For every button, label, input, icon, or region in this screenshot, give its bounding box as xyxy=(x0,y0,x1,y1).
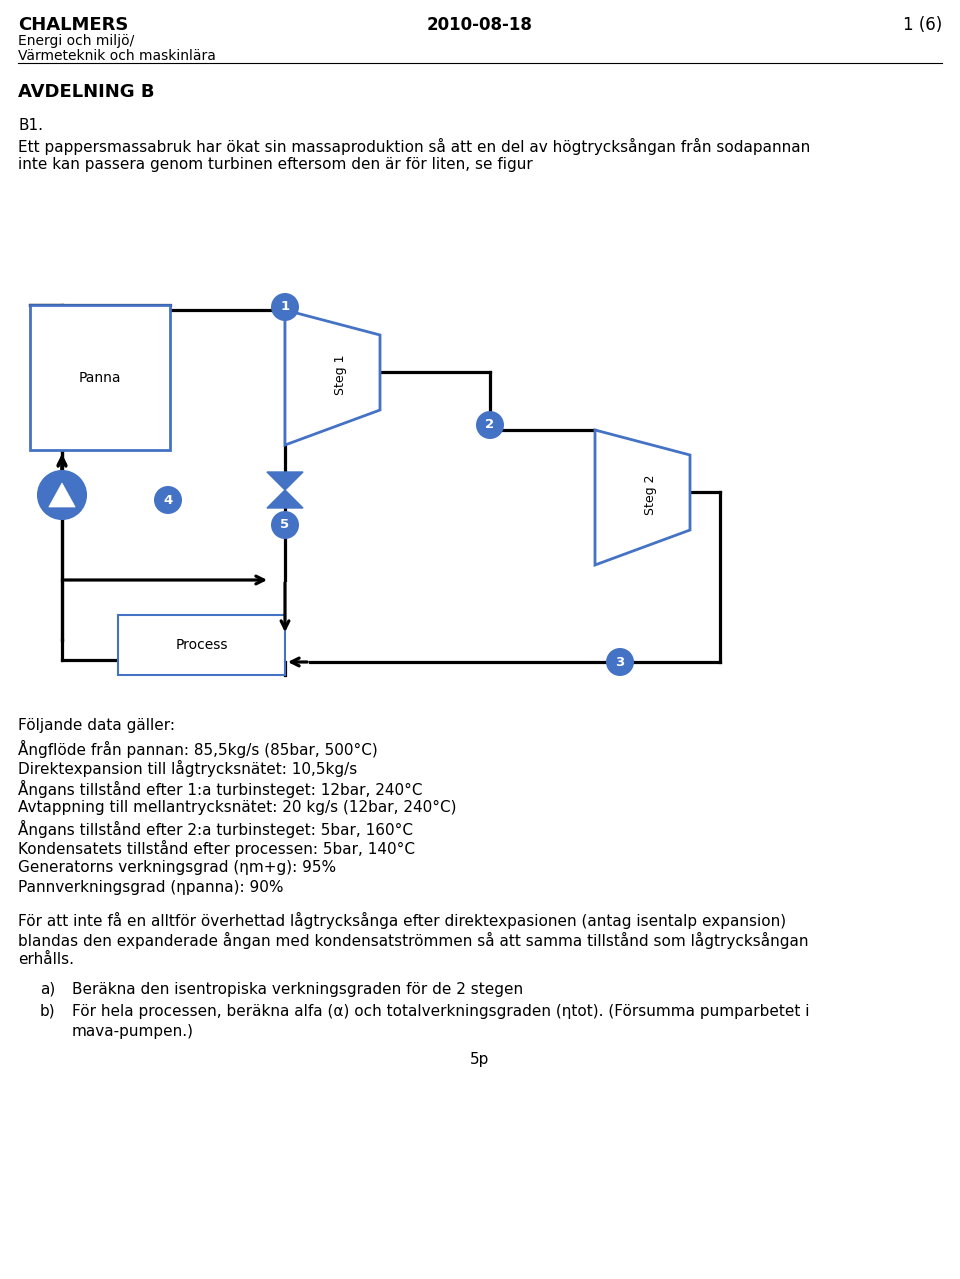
Text: 5: 5 xyxy=(280,518,290,532)
Ellipse shape xyxy=(606,648,634,677)
Text: För hela processen, beräkna alfa (α) och totalverkningsgraden (ηtot). (Försumma : För hela processen, beräkna alfa (α) och… xyxy=(72,1004,809,1019)
Text: Ett pappersmassabruk har ökat sin massaproduktion så att en del av högtrycksånga: Ett pappersmassabruk har ökat sin massap… xyxy=(18,138,810,155)
Polygon shape xyxy=(49,483,75,506)
Text: 3: 3 xyxy=(615,656,625,669)
Text: Följande data gäller:: Följande data gäller: xyxy=(18,718,175,733)
Text: Steg 2: Steg 2 xyxy=(644,475,657,515)
Text: mava-pumpen.): mava-pumpen.) xyxy=(72,1024,194,1039)
Text: AVDELNING B: AVDELNING B xyxy=(18,83,155,101)
Text: 5p: 5p xyxy=(470,1053,490,1067)
Text: Ångans tillstånd efter 2:a turbinsteget: 5bar, 160°C: Ångans tillstånd efter 2:a turbinsteget:… xyxy=(18,820,413,838)
Ellipse shape xyxy=(271,512,299,538)
Text: CHALMERS: CHALMERS xyxy=(18,17,129,35)
Text: 4: 4 xyxy=(163,494,173,506)
Text: Avtappning till mellantrycksnätet: 20 kg/s (12bar, 240°C): Avtappning till mellantrycksnätet: 20 kg… xyxy=(18,799,457,815)
Text: För att inte få en alltför överhettad lågtrycksånga efter direktexpasionen (anta: För att inte få en alltför överhettad lå… xyxy=(18,912,786,929)
Ellipse shape xyxy=(476,411,504,439)
Text: blandas den expanderade ångan med kondensatströmmen så att samma tillstånd som l: blandas den expanderade ångan med konden… xyxy=(18,932,808,949)
Text: Värmeteknik och maskinlära: Värmeteknik och maskinlära xyxy=(18,49,216,63)
FancyBboxPatch shape xyxy=(118,615,285,675)
Text: Kondensatets tillstånd efter processen: 5bar, 140°C: Kondensatets tillstånd efter processen: … xyxy=(18,840,415,857)
Polygon shape xyxy=(595,430,690,565)
Text: Panna: Panna xyxy=(79,371,121,385)
Text: Energi och miljö/: Energi och miljö/ xyxy=(18,35,134,49)
Text: Ångflöde från pannan: 85,5kg/s (85bar, 500°C): Ångflöde från pannan: 85,5kg/s (85bar, 5… xyxy=(18,741,377,758)
FancyBboxPatch shape xyxy=(30,304,170,450)
Text: inte kan passera genom turbinen eftersom den är för liten, se figur: inte kan passera genom turbinen eftersom… xyxy=(18,157,533,171)
Text: b): b) xyxy=(40,1004,56,1019)
Ellipse shape xyxy=(271,293,299,321)
Text: a): a) xyxy=(40,982,56,998)
Text: Direktexpansion till lågtrycksnätet: 10,5kg/s: Direktexpansion till lågtrycksnätet: 10,… xyxy=(18,760,357,778)
Text: Ångans tillstånd efter 1:a turbinsteget: 12bar, 240°C: Ångans tillstånd efter 1:a turbinsteget:… xyxy=(18,780,422,798)
Text: Pannverkningsgrad (ηpanna): 90%: Pannverkningsgrad (ηpanna): 90% xyxy=(18,880,283,895)
Ellipse shape xyxy=(38,471,86,519)
Polygon shape xyxy=(267,472,303,490)
Text: 1: 1 xyxy=(280,301,290,313)
Text: B1.: B1. xyxy=(18,118,43,133)
Polygon shape xyxy=(267,490,303,508)
Text: 1 (6): 1 (6) xyxy=(902,17,942,35)
Text: Beräkna den isentropiska verkningsgraden för de 2 stegen: Beräkna den isentropiska verkningsgraden… xyxy=(72,982,523,998)
Text: 2: 2 xyxy=(486,418,494,431)
Polygon shape xyxy=(285,310,380,445)
Text: erhålls.: erhålls. xyxy=(18,952,74,967)
Text: 2010-08-18: 2010-08-18 xyxy=(427,17,533,35)
Text: Process: Process xyxy=(176,638,228,652)
Text: Generatorns verkningsgrad (ηm+g): 95%: Generatorns verkningsgrad (ηm+g): 95% xyxy=(18,859,336,875)
Ellipse shape xyxy=(154,486,182,514)
Text: Steg 1: Steg 1 xyxy=(334,354,347,395)
